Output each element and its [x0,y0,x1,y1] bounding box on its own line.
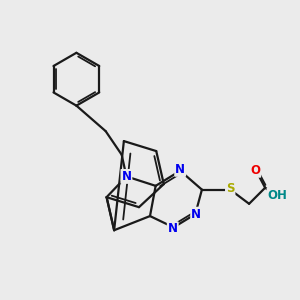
Text: N: N [122,170,131,183]
Text: OH: OH [268,189,287,202]
Text: N: N [175,163,185,176]
Text: O: O [250,164,260,177]
Text: N: N [191,208,201,221]
Text: N: N [168,222,178,235]
Text: S: S [226,182,235,195]
